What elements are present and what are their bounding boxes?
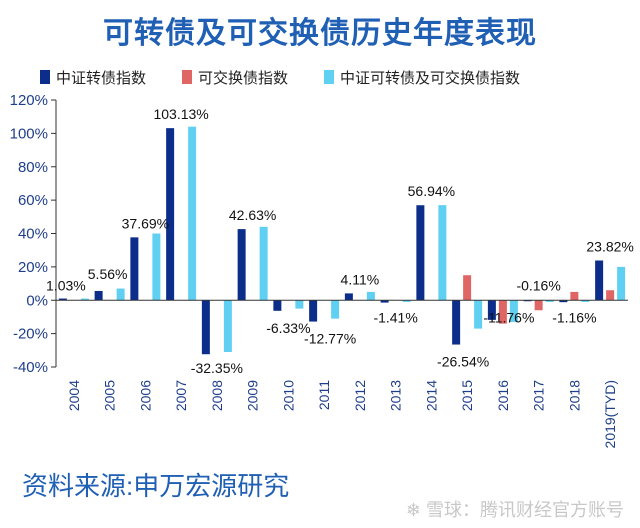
bar-series1 (166, 128, 175, 301)
legend: 中证转债指数 可交换债指数 中证可转债及可交换债指数 (40, 66, 630, 88)
bar-series1 (416, 205, 425, 301)
bar-series2 (606, 290, 615, 301)
bar-series1 (130, 237, 139, 301)
y-tick-label: 60% (18, 192, 48, 209)
data-label: -12.77% (304, 331, 356, 347)
bar-series1 (94, 290, 103, 301)
watermark: ❄ 雪球：腾讯财经官方账号 (405, 500, 624, 520)
bar-series1 (58, 298, 67, 301)
data-label: -11.76% (483, 309, 534, 325)
y-tick-label: 20% (18, 259, 48, 276)
x-tick-label: 2008 (209, 380, 225, 411)
bar-series1 (237, 229, 246, 301)
bar-series2 (570, 291, 579, 301)
bar-series1 (559, 300, 568, 303)
bar-series3 (402, 300, 411, 302)
y-tick-label: 120% (10, 92, 48, 109)
data-label: 42.63% (229, 207, 276, 223)
bar-series3 (116, 288, 125, 301)
x-tick-label: 2005 (102, 380, 118, 411)
y-tick-label: 40% (18, 226, 48, 243)
bar-series1 (201, 300, 210, 355)
data-label: 103.13% (153, 106, 208, 122)
data-label: -26.54% (437, 354, 489, 370)
legend-label-series2: 可交换债指数 (198, 69, 289, 87)
bar-series1 (380, 300, 389, 303)
bar-series1 (487, 300, 496, 320)
bar-series3 (295, 300, 304, 309)
bar-chart: -40% -20% 0% 20% 40% 60% 80% 100% 120% 1.03%5.56%… (10, 92, 634, 448)
legend-swatch-series2 (182, 70, 193, 84)
data-label: -32.35% (191, 360, 243, 376)
x-tick-label: 2013 (388, 380, 404, 411)
x-tick-label: 2009 (245, 380, 261, 411)
bar-series2 (498, 300, 507, 324)
legend-swatch-series1 (40, 70, 50, 84)
legend-item-series1: 中证转债指数 (40, 66, 146, 88)
x-tick-label: 2017 (531, 380, 547, 411)
bar-series3 (188, 126, 197, 301)
x-tick-label: 2019(TYD) (602, 380, 618, 448)
data-label: 37.69% (122, 215, 169, 231)
bar-series3 (80, 298, 89, 301)
bar-series3 (366, 291, 375, 301)
legend-label-series3: 中证可转债及可交换债指数 (340, 69, 521, 87)
bar-series1 (595, 260, 604, 301)
y-tick-label: 100% (10, 125, 48, 142)
x-tick-label: 2007 (173, 380, 189, 411)
x-tick-label: 2012 (352, 380, 368, 411)
bar-series2 (534, 300, 543, 311)
bar-series3 (474, 300, 483, 329)
data-label: -0.16% (516, 277, 560, 293)
bar-series1 (452, 300, 461, 345)
data-label: 5.56% (88, 266, 128, 282)
x-tick-label: 2006 (137, 380, 153, 411)
bar-series3 (223, 300, 232, 352)
data-label: 1.03% (46, 278, 86, 294)
bar-series3 (331, 300, 340, 319)
x-tick-label: 2011 (316, 380, 332, 410)
y-tick-label: 80% (18, 159, 48, 176)
legend-item-series3: 中证可转债及可交换债指数 (324, 66, 520, 88)
source-note: 资料来源:申万宏源研究 (22, 471, 290, 501)
bar-series3 (259, 226, 268, 301)
legend-item-series2: 可交换债指数 (182, 66, 288, 88)
legend-swatch-series3 (324, 70, 335, 84)
data-label: -1.16% (552, 309, 596, 325)
data-label: -6.33% (266, 320, 310, 336)
x-tick-label: 2018 (566, 380, 582, 411)
bar-series3 (617, 266, 626, 301)
legend-label-series1: 中证转债指数 (56, 69, 147, 87)
bar-series3 (438, 205, 447, 301)
bar-series3 (152, 233, 161, 301)
x-tick-label: 2015 (459, 380, 475, 411)
bar-series3 (545, 300, 554, 302)
x-tick-label: 2004 (66, 380, 82, 411)
bar-series1 (273, 300, 282, 311)
data-label: 4.11% (341, 271, 380, 287)
x-tick-label: 2016 (495, 380, 511, 411)
bar-series1 (344, 293, 353, 301)
bar-series3 (581, 300, 590, 302)
y-tick-label: -40% (13, 359, 48, 376)
bar-series1 (309, 300, 318, 322)
data-label: 23.82% (586, 239, 633, 255)
x-tick-label: 2010 (280, 380, 296, 411)
bar-series2 (463, 275, 472, 301)
bar-series3 (509, 300, 518, 322)
x-tick-label: 2014 (423, 380, 439, 411)
data-label: 56.94% (408, 183, 455, 199)
chart-title: 可转债及可交换债历史年度表现 (103, 17, 537, 50)
data-label: -1.41% (373, 309, 417, 325)
y-tick-label: -20% (13, 326, 48, 343)
y-tick-label: 0% (26, 292, 48, 309)
